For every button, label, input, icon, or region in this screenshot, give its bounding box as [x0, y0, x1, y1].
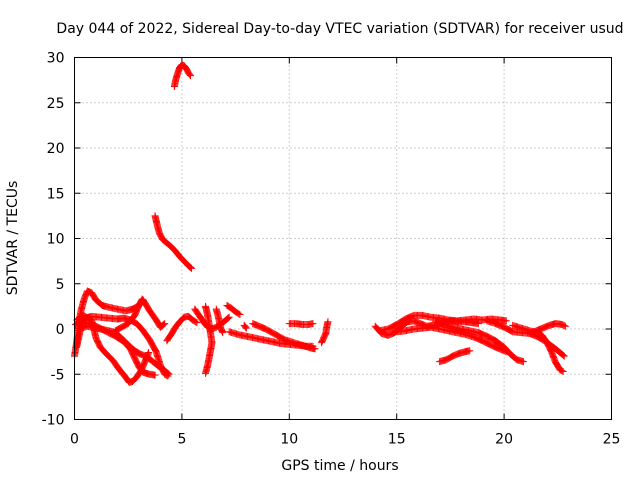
data-point [192, 318, 200, 326]
series-arc-16 [240, 321, 250, 332]
data-point [193, 319, 201, 327]
y-tick-label: 10 [47, 232, 65, 248]
y-tick-label: 25 [47, 96, 65, 112]
data-point [87, 315, 95, 323]
data-points [71, 61, 569, 386]
series-arc-9 [170, 61, 194, 90]
data-point [188, 264, 196, 272]
data-point [502, 317, 510, 325]
data-point [219, 329, 227, 337]
series-arc-26 [526, 320, 569, 338]
y-tick-label: 15 [47, 186, 65, 202]
data-point [185, 70, 193, 78]
data-point [186, 72, 194, 80]
series-arc-7 [163, 312, 201, 345]
y-axis-label: SDTVAR / TECUs [5, 181, 21, 296]
y-tick-label: -5 [51, 367, 65, 383]
data-point [163, 369, 171, 377]
series-arc-6 [111, 295, 169, 335]
data-point [186, 71, 194, 79]
data-point [242, 324, 250, 332]
x-tick-label: 10 [280, 432, 298, 448]
data-point [324, 318, 332, 326]
data-point [160, 320, 168, 328]
y-tick-label: 30 [47, 51, 65, 67]
series-arc-22 [431, 318, 527, 366]
data-point [159, 321, 167, 329]
data-point [559, 368, 567, 376]
plot-frame [74, 57, 612, 420]
data-point [561, 322, 569, 330]
data-point [223, 315, 231, 323]
data-point [235, 310, 243, 318]
series-arc-12 [212, 305, 227, 337]
data-point [161, 320, 169, 328]
x-tick-label: 0 [70, 432, 79, 448]
axis-ticks: 0 5 10 15 20 25 -10 -5 0 5 10 15 20 25 30 [42, 51, 621, 448]
x-tick-label: 25 [603, 432, 621, 448]
data-point [151, 371, 159, 379]
data-point [225, 313, 233, 321]
x-tick-label: 5 [177, 432, 186, 448]
series-arc-18 [318, 318, 332, 347]
y-tick-label: -10 [42, 413, 65, 429]
data-point [242, 323, 250, 331]
data-point [466, 347, 474, 355]
series-arc-20 [376, 311, 510, 335]
series-arc-11 [202, 302, 216, 377]
data-point [560, 352, 568, 360]
data-point [241, 322, 249, 330]
series-arc-8 [151, 212, 196, 272]
chart-title: Day 044 of 2022, Sidereal Day-to-day VTE… [56, 21, 623, 37]
data-point [311, 345, 319, 353]
data-point [474, 320, 482, 328]
data-point [236, 311, 244, 319]
data-point [187, 264, 195, 272]
x-axis-label: GPS time / hours [281, 458, 398, 474]
data-point [164, 370, 172, 378]
data-point [224, 314, 232, 322]
data-point [309, 320, 317, 328]
data-point [558, 367, 566, 375]
series-arc-23 [436, 347, 474, 366]
data-point [519, 358, 527, 366]
x-tick-label: 20 [495, 432, 513, 448]
x-tick-label: 15 [388, 432, 406, 448]
series-arc-5 [75, 322, 173, 378]
data-point [186, 263, 194, 271]
series-arc-13 [223, 301, 244, 319]
series-arc-15 [249, 320, 319, 353]
grid [74, 57, 612, 420]
data-point [560, 322, 568, 330]
series-arc-17 [285, 320, 317, 328]
y-tick-label: 20 [47, 141, 65, 157]
y-tick-label: 0 [56, 322, 65, 338]
data-point [165, 370, 173, 378]
y-tick-label: 5 [56, 277, 65, 293]
series-arc-10 [191, 305, 233, 333]
data-point [202, 369, 210, 377]
data-point [559, 351, 567, 359]
